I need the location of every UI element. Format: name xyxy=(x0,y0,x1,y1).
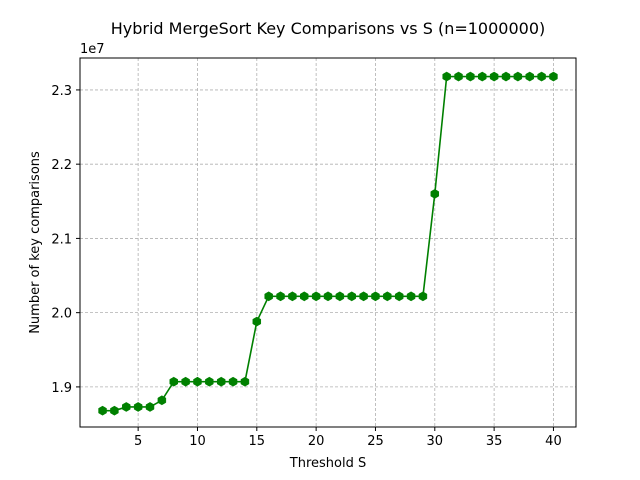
y-axis-ticks: 1.9 2.0 2.1 2.2 2.3 xyxy=(51,84,80,396)
data-point xyxy=(205,376,214,387)
data-point xyxy=(537,71,546,82)
grid-lines xyxy=(80,58,576,427)
data-point xyxy=(264,291,273,302)
data-point xyxy=(300,291,309,302)
data-point xyxy=(418,291,428,302)
y-tick-label: 2.3 xyxy=(51,84,72,99)
data-point xyxy=(359,291,368,302)
data-point xyxy=(549,71,558,82)
y-tick-label: 2.0 xyxy=(51,307,72,322)
x-tick-label: 30 xyxy=(427,434,444,449)
x-tick-label: 20 xyxy=(308,434,325,449)
data-point xyxy=(335,291,345,302)
data-point xyxy=(288,291,297,302)
data-point xyxy=(216,376,226,387)
data-point xyxy=(347,291,356,302)
data-point xyxy=(311,291,321,302)
data-point xyxy=(525,71,534,82)
data-point xyxy=(466,71,475,82)
data-point xyxy=(122,402,131,412)
data-point xyxy=(276,291,285,302)
data-point xyxy=(98,405,107,416)
data-point xyxy=(145,402,155,412)
series-layer xyxy=(98,71,558,416)
data-point xyxy=(228,376,238,387)
data-point xyxy=(193,376,202,387)
data-point xyxy=(181,376,190,387)
data-point xyxy=(489,71,499,82)
data-point xyxy=(169,376,178,387)
data-point xyxy=(110,405,119,416)
data-point xyxy=(240,376,250,387)
x-axis-label: Threshold S xyxy=(289,456,366,471)
data-point xyxy=(406,291,416,302)
data-point xyxy=(252,316,262,327)
data-point xyxy=(430,188,440,199)
y-tick-label: 2.1 xyxy=(51,232,72,247)
data-point xyxy=(501,71,511,82)
y-tick-label: 2.2 xyxy=(51,158,72,173)
data-point xyxy=(442,71,451,82)
data-point xyxy=(157,395,167,406)
x-tick-label: 10 xyxy=(189,434,206,449)
x-tick-label: 35 xyxy=(486,434,503,449)
data-point xyxy=(323,291,333,302)
data-point xyxy=(133,402,143,412)
x-tick-label: 40 xyxy=(545,434,562,449)
data-point xyxy=(454,71,463,82)
x-tick-label: 5 xyxy=(134,434,142,449)
data-point xyxy=(394,291,404,302)
plot-frame xyxy=(79,57,577,428)
y-tick-label: 1.9 xyxy=(51,381,72,396)
data-point xyxy=(513,71,523,82)
series-line xyxy=(102,75,554,412)
data-point xyxy=(371,291,380,302)
data-point xyxy=(478,71,487,82)
y-axis-label: Number of key comparisons xyxy=(28,151,43,334)
chart-title: Hybrid MergeSort Key Comparisons vs S (n… xyxy=(111,19,545,38)
x-tick-label: 15 xyxy=(249,434,266,449)
x-axis-ticks: 5 10 15 20 25 30 35 40 xyxy=(134,427,562,449)
data-point xyxy=(383,291,392,302)
y-axis-offset-label: 1e7 xyxy=(80,42,105,57)
x-tick-label: 25 xyxy=(367,434,384,449)
